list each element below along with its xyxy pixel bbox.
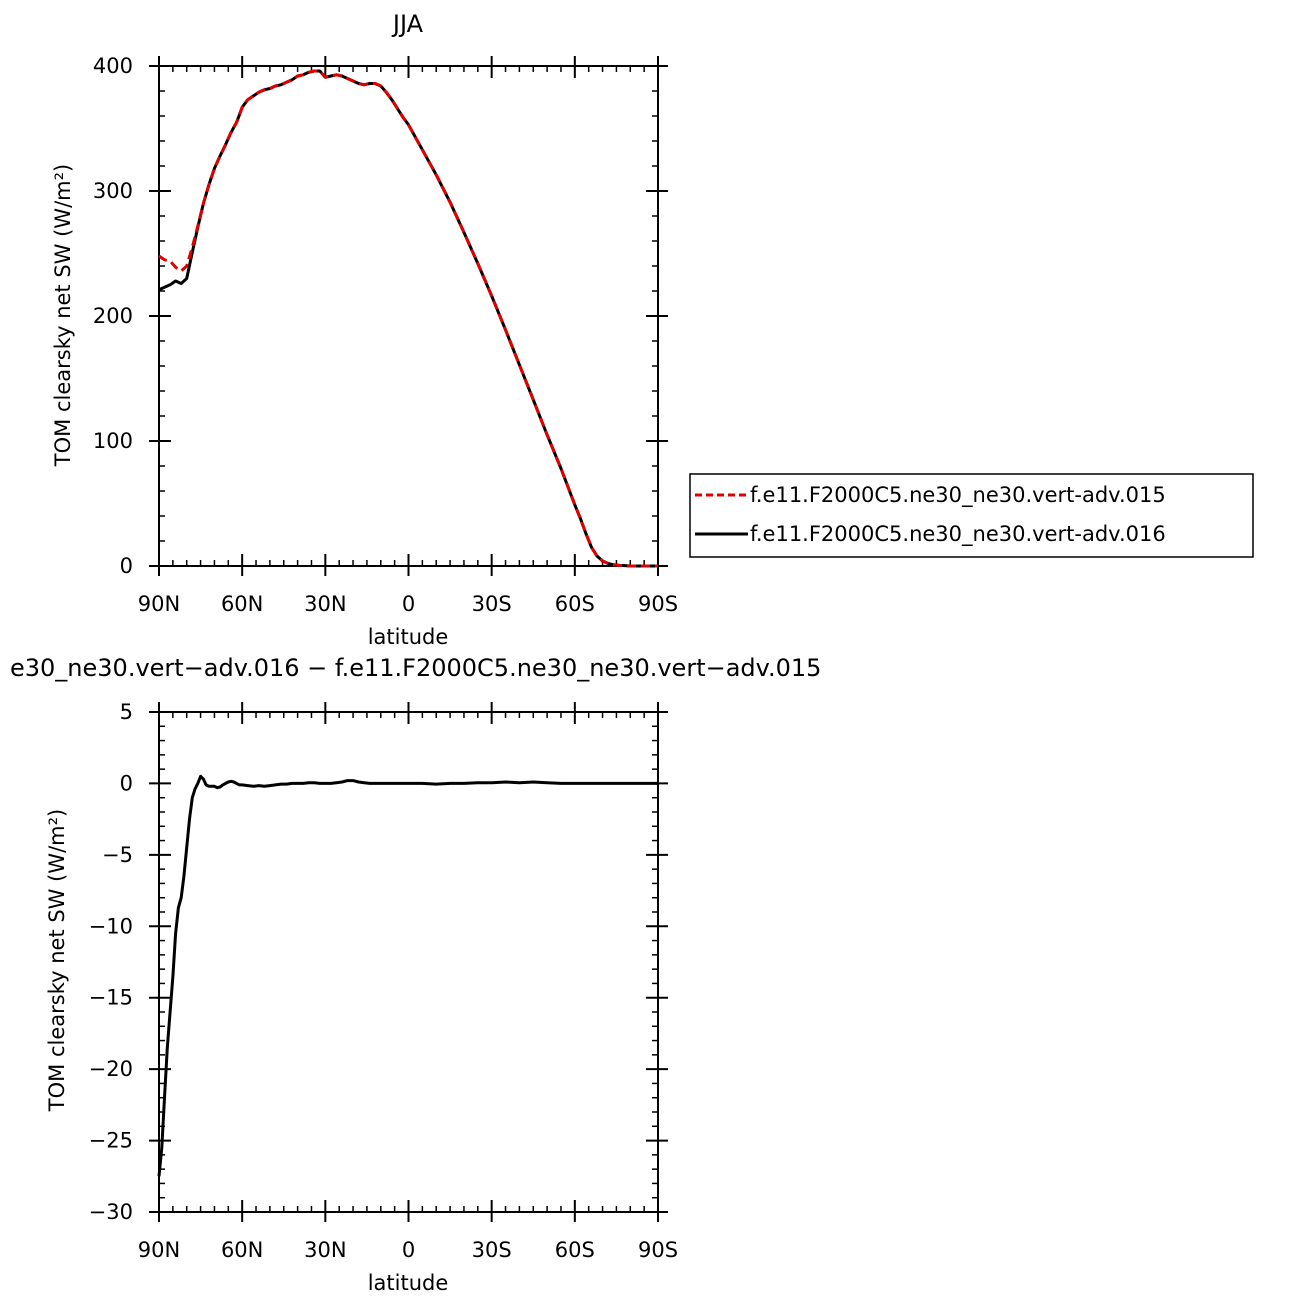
- x-tick-label: 60S: [555, 1238, 595, 1262]
- top-legend: f.e11.F2000C5.ne30_ne30.vert-adv.015 f.e…: [689, 473, 1254, 558]
- y-tick-label: 5: [120, 700, 133, 724]
- y-tick-label: 0: [120, 554, 133, 578]
- legend-label-015: f.e11.F2000C5.ne30_ne30.vert-adv.015: [750, 483, 1166, 508]
- x-tick-label: 0: [402, 592, 415, 616]
- bottom-plot-area: 90N 60N 30N 0 30S 60S 90S 5 0 −5 −10 −15 −20 −25 −30: [89, 700, 678, 1262]
- legend-box: [689, 473, 1254, 558]
- x-tick-label: 60N: [221, 592, 263, 616]
- y-tick-label: 100: [93, 429, 133, 453]
- x-tick-label: 90S: [638, 592, 678, 616]
- bottom-y-axis-title: TOM clearsky net SW (W/m²): [45, 809, 69, 1112]
- y-tick-label: 400: [93, 54, 133, 78]
- top-plot-area: 90N 60N 30N 0 30S 60S 90S 0 100 200 300 400: [93, 54, 678, 616]
- x-tick-label: 30N: [304, 1238, 346, 1262]
- y-tick-label: −30: [89, 1200, 133, 1224]
- y-tick-label: −20: [89, 1057, 133, 1081]
- x-tick-label: 90N: [138, 592, 180, 616]
- y-tick-label: −15: [89, 986, 133, 1010]
- series-line-1: [158, 69, 658, 568]
- y-tick-label: −10: [89, 914, 133, 938]
- bottom-panel: e30_ne30.vert−adv.016 − f.e11.F2000C5.ne…: [10, 654, 821, 1295]
- x-tick-label: 30N: [304, 592, 346, 616]
- top-panel: JJA 90N 60N 30N 0 30S 60S 90S 0 100 200 300 400 lat…: [51, 10, 1254, 649]
- legend-label-016: f.e11.F2000C5.ne30_ne30.vert-adv.016: [750, 522, 1166, 547]
- top-x-axis-title: latitude: [368, 625, 449, 649]
- x-tick-label: 60S: [555, 592, 595, 616]
- y-tick-label: 300: [93, 179, 133, 203]
- y-tick-label: −5: [102, 843, 133, 867]
- x-tick-label: 60N: [221, 1238, 263, 1262]
- x-tick-label: 30S: [472, 592, 512, 616]
- y-tick-label: −25: [89, 1129, 133, 1153]
- plot-frame: [158, 711, 659, 1213]
- bottom-x-axis-title: latitude: [368, 1271, 449, 1295]
- x-tick-label: 0: [402, 1238, 415, 1262]
- series-line-0: [158, 69, 658, 568]
- bottom-chart-title: e30_ne30.vert−adv.016 − f.e11.F2000C5.ne…: [10, 654, 821, 682]
- plot-frame: [158, 65, 659, 567]
- y-tick-label: 200: [93, 304, 133, 328]
- x-tick-label: 90S: [638, 1238, 678, 1262]
- x-tick-label: 30S: [472, 1238, 512, 1262]
- top-y-axis-title: TOM clearsky net SW (W/m²): [51, 164, 75, 467]
- top-chart-title: JJA: [391, 10, 424, 38]
- x-tick-label: 90N: [138, 1238, 180, 1262]
- y-tick-label: 0: [120, 771, 133, 795]
- series-line-0: [157, 774, 658, 1177]
